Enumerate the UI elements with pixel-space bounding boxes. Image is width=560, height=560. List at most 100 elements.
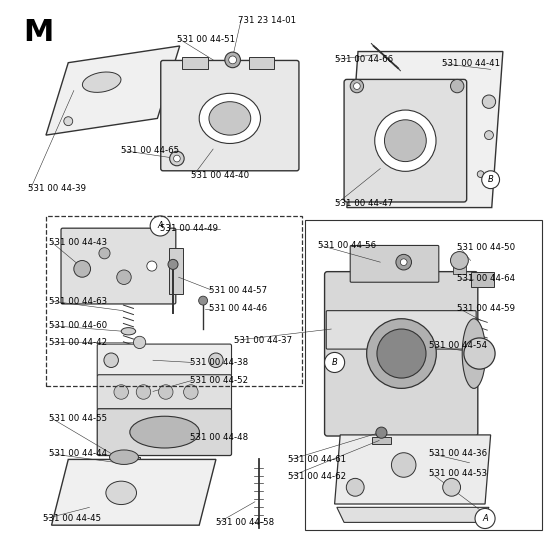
Circle shape <box>482 95 496 109</box>
Ellipse shape <box>367 319 436 389</box>
Bar <box>452 262 466 274</box>
Circle shape <box>353 83 360 90</box>
Circle shape <box>228 56 236 64</box>
Circle shape <box>391 452 416 477</box>
FancyBboxPatch shape <box>325 272 478 436</box>
FancyBboxPatch shape <box>97 375 231 410</box>
Circle shape <box>376 427 387 438</box>
Ellipse shape <box>385 120 426 162</box>
Text: 531 00 44-64: 531 00 44-64 <box>457 274 515 283</box>
Circle shape <box>170 151 184 166</box>
Text: 531 00 44-53: 531 00 44-53 <box>430 469 487 478</box>
Circle shape <box>484 130 493 139</box>
Text: 531 00 44-62: 531 00 44-62 <box>288 472 347 480</box>
Text: 531 00 44-36: 531 00 44-36 <box>430 449 487 458</box>
Bar <box>372 437 391 445</box>
Polygon shape <box>335 435 491 504</box>
Polygon shape <box>337 507 489 522</box>
FancyBboxPatch shape <box>344 80 466 202</box>
Text: 531 00 44-63: 531 00 44-63 <box>49 297 107 306</box>
Text: 531 00 44-61: 531 00 44-61 <box>288 455 347 464</box>
Circle shape <box>116 270 131 284</box>
Circle shape <box>482 171 500 189</box>
Circle shape <box>477 171 484 178</box>
Circle shape <box>464 338 495 369</box>
Text: 531 00 44-65: 531 00 44-65 <box>121 146 179 155</box>
FancyBboxPatch shape <box>326 311 476 349</box>
Circle shape <box>147 261 157 271</box>
Ellipse shape <box>82 72 121 92</box>
Text: 531 00 44-54: 531 00 44-54 <box>430 341 487 350</box>
Ellipse shape <box>110 450 138 464</box>
Bar <box>183 57 208 69</box>
Text: 531 00 44-50: 531 00 44-50 <box>457 243 515 252</box>
Text: 531 00 44-37: 531 00 44-37 <box>234 335 292 345</box>
Text: 531 00 44-59: 531 00 44-59 <box>457 305 515 314</box>
Circle shape <box>325 352 344 372</box>
FancyBboxPatch shape <box>61 228 176 304</box>
Circle shape <box>396 254 412 270</box>
Text: 531 00 44-40: 531 00 44-40 <box>191 171 249 180</box>
Text: 531 00 44-57: 531 00 44-57 <box>209 286 267 295</box>
Text: A: A <box>157 221 163 231</box>
Circle shape <box>225 52 240 68</box>
Text: 531 00 44-45: 531 00 44-45 <box>43 514 101 523</box>
Text: B: B <box>488 175 493 184</box>
Text: 531 00 44-51: 531 00 44-51 <box>177 35 235 44</box>
Text: M: M <box>24 18 54 47</box>
Bar <box>470 272 494 287</box>
Ellipse shape <box>106 481 137 505</box>
Circle shape <box>209 353 223 367</box>
Text: 531 00 44-55: 531 00 44-55 <box>49 414 107 423</box>
Text: 531 00 44-41: 531 00 44-41 <box>442 59 500 68</box>
Text: 531 00 44-48: 531 00 44-48 <box>190 433 248 442</box>
Circle shape <box>350 80 363 93</box>
Circle shape <box>74 260 91 277</box>
Text: 531 00 44-56: 531 00 44-56 <box>318 241 376 250</box>
Text: 531 00 44-49: 531 00 44-49 <box>160 224 218 233</box>
Ellipse shape <box>121 328 136 335</box>
Ellipse shape <box>377 329 426 378</box>
Text: 531 00 44-44: 531 00 44-44 <box>49 449 107 458</box>
Circle shape <box>99 248 110 259</box>
Text: 531 00 44-46: 531 00 44-46 <box>209 305 267 314</box>
Ellipse shape <box>375 110 436 171</box>
Circle shape <box>475 508 495 529</box>
Text: 531 00 44-66: 531 00 44-66 <box>335 55 393 64</box>
Circle shape <box>168 259 178 269</box>
Text: A: A <box>482 514 488 523</box>
Circle shape <box>104 353 118 367</box>
Text: 731 23 14-01: 731 23 14-01 <box>238 16 296 25</box>
Ellipse shape <box>199 94 260 143</box>
Text: 531 00 44-58: 531 00 44-58 <box>216 518 274 527</box>
Circle shape <box>450 80 464 93</box>
Bar <box>111 457 140 469</box>
FancyBboxPatch shape <box>161 60 299 171</box>
Bar <box>305 221 542 530</box>
Circle shape <box>158 385 173 399</box>
Bar <box>169 248 183 294</box>
Polygon shape <box>52 459 216 525</box>
Bar <box>46 216 302 386</box>
Circle shape <box>184 385 198 399</box>
Text: 531 00 44-47: 531 00 44-47 <box>335 199 393 208</box>
Polygon shape <box>347 52 503 208</box>
Circle shape <box>346 478 364 496</box>
Circle shape <box>400 259 407 265</box>
Text: 531 00 44-39: 531 00 44-39 <box>28 184 86 193</box>
Text: 531 00 44-52: 531 00 44-52 <box>190 376 248 385</box>
Ellipse shape <box>209 102 251 135</box>
Text: B: B <box>332 358 338 367</box>
Circle shape <box>136 385 151 399</box>
Circle shape <box>199 296 208 305</box>
Ellipse shape <box>462 319 486 389</box>
Bar <box>249 57 274 69</box>
Polygon shape <box>46 46 180 135</box>
Circle shape <box>133 336 146 348</box>
FancyBboxPatch shape <box>350 245 439 282</box>
Text: 531 00 44-60: 531 00 44-60 <box>49 321 107 330</box>
Circle shape <box>450 251 468 269</box>
FancyBboxPatch shape <box>97 409 231 455</box>
FancyBboxPatch shape <box>97 344 231 376</box>
Circle shape <box>174 155 180 162</box>
